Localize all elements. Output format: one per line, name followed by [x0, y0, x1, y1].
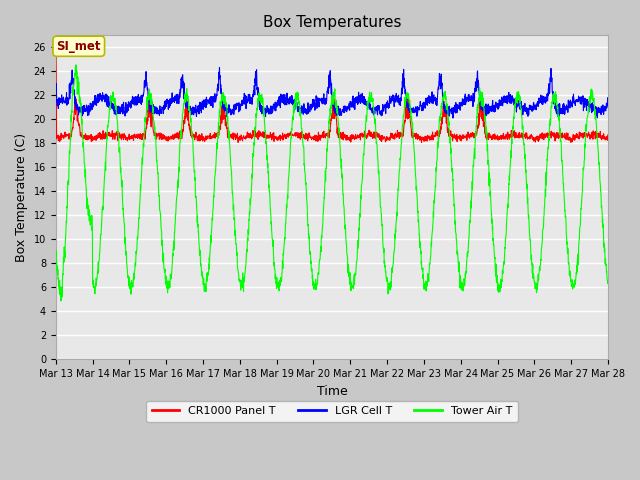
- Title: Box Temperatures: Box Temperatures: [262, 15, 401, 30]
- Y-axis label: Box Temperature (C): Box Temperature (C): [15, 133, 28, 262]
- Text: SI_met: SI_met: [56, 40, 101, 53]
- X-axis label: Time: Time: [317, 384, 348, 397]
- Legend: CR1000 Panel T, LGR Cell T, Tower Air T: CR1000 Panel T, LGR Cell T, Tower Air T: [146, 401, 518, 422]
